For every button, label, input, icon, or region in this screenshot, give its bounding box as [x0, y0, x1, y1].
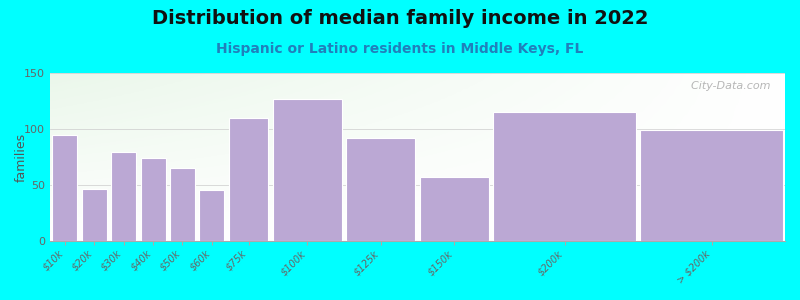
Bar	[52, 135, 78, 242]
Bar	[111, 152, 136, 242]
Bar	[640, 130, 782, 242]
Y-axis label: families: families	[15, 133, 28, 182]
Bar	[273, 99, 342, 242]
Text: City-Data.com: City-Data.com	[684, 81, 770, 92]
Bar	[494, 112, 636, 242]
Text: Hispanic or Latino residents in Middle Keys, FL: Hispanic or Latino residents in Middle K…	[216, 42, 584, 56]
Bar	[420, 177, 489, 242]
Bar	[170, 168, 195, 242]
Text: Distribution of median family income in 2022: Distribution of median family income in …	[152, 9, 648, 28]
Bar	[229, 118, 268, 242]
Bar	[82, 189, 106, 242]
Bar	[199, 190, 224, 242]
Bar	[141, 158, 166, 242]
Bar	[346, 138, 415, 242]
